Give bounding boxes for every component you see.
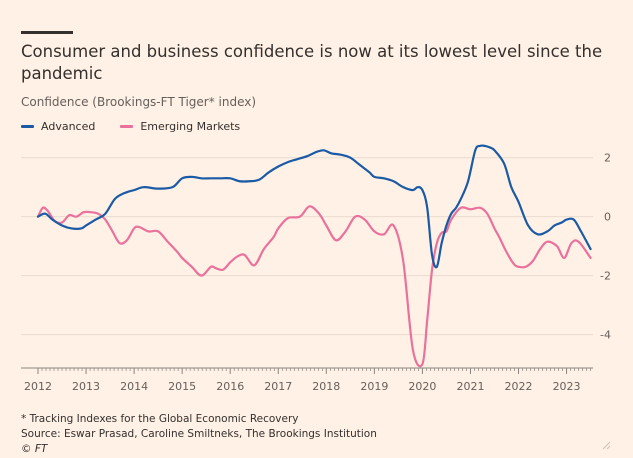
chart-subtitle: Confidence (Brookings-FT Tiger* index) <box>21 95 257 109</box>
x-tick-label: 2016 <box>216 380 244 393</box>
x-tick-label: 2015 <box>168 380 196 393</box>
x-tick-label: 2022 <box>505 380 533 393</box>
x-tick-label: 2012 <box>24 380 52 393</box>
chart-title: Consumer and business confidence is now … <box>21 42 603 83</box>
x-tick-label: 2020 <box>408 380 436 393</box>
y-tick-label: -4 <box>600 329 611 342</box>
x-tick-label: 2018 <box>312 380 340 393</box>
title-rule <box>21 31 73 34</box>
footnote: * Tracking Indexes for the Global Econom… <box>21 413 299 425</box>
x-tick-label: 2021 <box>456 380 484 393</box>
y-tick-label: 2 <box>604 152 611 165</box>
source-note: Source: Eswar Prasad, Caroline Smiltneks… <box>21 428 377 440</box>
x-tick-label: 2013 <box>72 380 100 393</box>
y-tick-label: -2 <box>600 270 611 283</box>
x-tick-label: 2023 <box>553 380 581 393</box>
series-line-emerging <box>36 205 592 368</box>
ft-credit: © FT <box>21 443 48 455</box>
legend-label-emerging: Emerging Markets <box>140 120 241 133</box>
x-tick-label: 2017 <box>264 380 292 393</box>
y-tick-label: 0 <box>604 211 611 224</box>
legend-item-advanced: Advanced <box>21 120 95 133</box>
x-tick-label: 2014 <box>120 380 148 393</box>
resize-handle-icon <box>602 441 611 450</box>
legend-item-emerging: Emerging Markets <box>120 120 240 133</box>
series-line-advanced <box>36 144 592 269</box>
legend-swatch-advanced <box>21 125 34 128</box>
legend-swatch-emerging <box>120 125 134 128</box>
legend: Advanced Emerging Markets <box>21 120 265 133</box>
x-tick-label: 2019 <box>360 380 388 393</box>
legend-label-advanced: Advanced <box>41 120 96 133</box>
